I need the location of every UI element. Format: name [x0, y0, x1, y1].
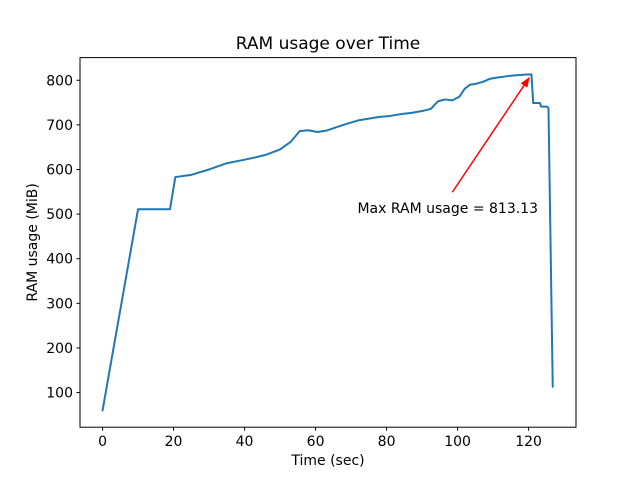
y-tick-label: 600	[46, 162, 73, 178]
x-axis-label: Time (sec)	[290, 453, 364, 469]
x-tick-label: 120	[515, 434, 542, 450]
y-tick-label: 400	[46, 252, 73, 268]
y-tick-label: 200	[46, 341, 73, 357]
chart-title: RAM usage over Time	[236, 34, 420, 54]
x-tick-label: 0	[98, 434, 107, 450]
y-tick-label: 500	[46, 207, 73, 223]
y-tick-label: 300	[46, 296, 73, 312]
max-ram-annotation: Max RAM usage = 813.13	[357, 77, 538, 217]
annotation-arrow	[451, 77, 530, 193]
annotation-text: Max RAM usage = 813.13	[357, 201, 538, 217]
y-tick-label: 700	[46, 118, 73, 134]
y-axis-label: RAM usage (MiB)	[25, 183, 41, 301]
ram-usage-line	[101, 73, 554, 412]
axes-frame	[79, 57, 577, 428]
x-tick-label: 80	[378, 434, 396, 450]
x-tick-label: 20	[165, 434, 183, 450]
plot-area	[80, 57, 576, 428]
y-axis-ticks: 100 200 300 400 500 600 700 800	[46, 73, 80, 402]
x-axis-ticks: 0 20 40 60 80 100 120	[98, 427, 542, 450]
y-tick-label: 800	[46, 73, 73, 89]
x-tick-label: 40	[236, 434, 254, 450]
y-tick-label: 100	[46, 386, 73, 402]
x-tick-label: 60	[307, 434, 325, 450]
x-tick-label: 100	[444, 434, 471, 450]
